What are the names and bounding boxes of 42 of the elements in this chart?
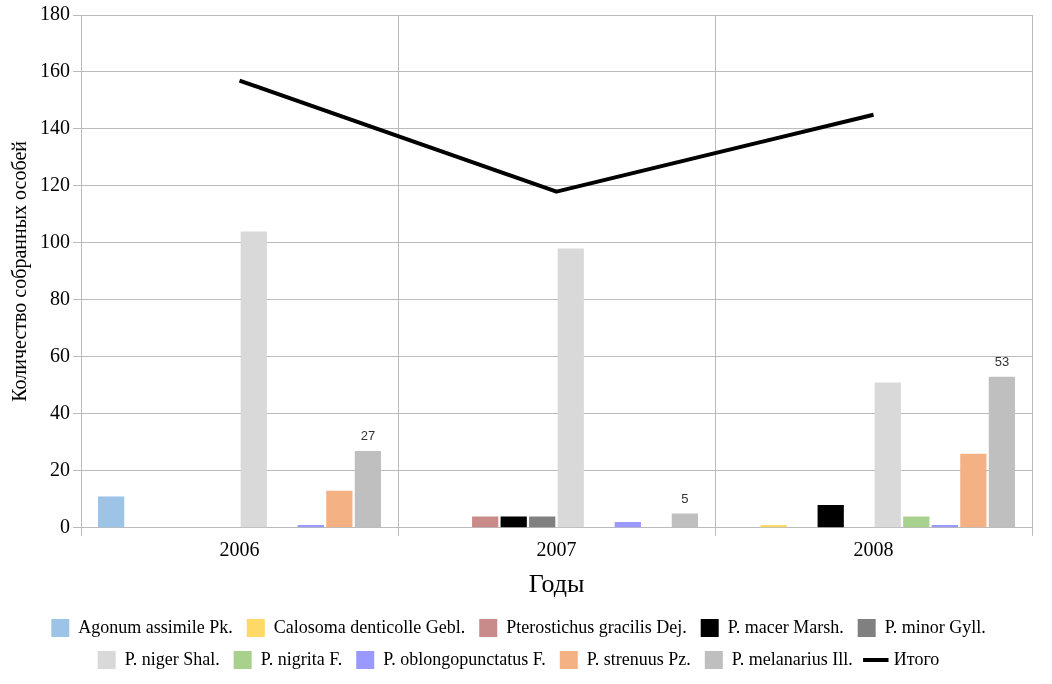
bar [817,505,844,528]
legend-label: P. macer Marsh. [727,616,844,637]
y-tick-label: 100 [40,230,70,253]
y-tick-label: 160 [40,59,70,82]
y-tick-label: 40 [50,401,70,424]
data-label: 53 [994,353,1010,369]
legend-label: P. minor Gyll. [884,616,986,637]
bar [874,382,901,528]
bar [903,516,930,528]
legend-label: Итого [893,648,940,669]
x-tick-label: 2007 [536,538,577,561]
y-tick-label: 0 [60,515,70,538]
y-tick-label: 20 [50,458,70,481]
bar [472,516,499,528]
bar [240,231,267,528]
legend-label: Calosoma denticolle Gebl. [273,616,466,637]
y-tick-label: 60 [50,344,70,367]
y-axis-title: Количество собранных особей [8,140,32,402]
bar [529,516,556,528]
legend-label: P. strenuus Pz. [586,648,691,669]
y-tick-label: 120 [40,173,70,196]
legend-label: Agonum assimile Pk. [78,616,233,637]
x-axis-title: Годы [528,569,585,599]
legend-label: Pterostichus gracilis Dej. [506,616,687,637]
x-tick-label: 2008 [853,538,894,561]
data-label: 5 [681,490,689,506]
bar [97,496,125,528]
data-label: 27 [360,427,376,443]
bar [614,522,641,528]
y-tick-label: 140 [40,116,70,139]
bar [500,516,527,528]
legend-label: P. niger Shal. [124,648,220,669]
y-tick-label: 180 [40,2,70,25]
x-tick-label: 2006 [219,538,260,561]
legend-label: P. nigrita F. [260,648,343,669]
bar [326,490,353,528]
legend-label: P. melanarius Ill. [731,648,853,669]
bar [671,513,699,528]
y-tick-label: 80 [50,287,70,310]
legend-label: P. oblongopunctatus F. [383,648,546,669]
bar [557,248,584,528]
bar [960,453,987,528]
